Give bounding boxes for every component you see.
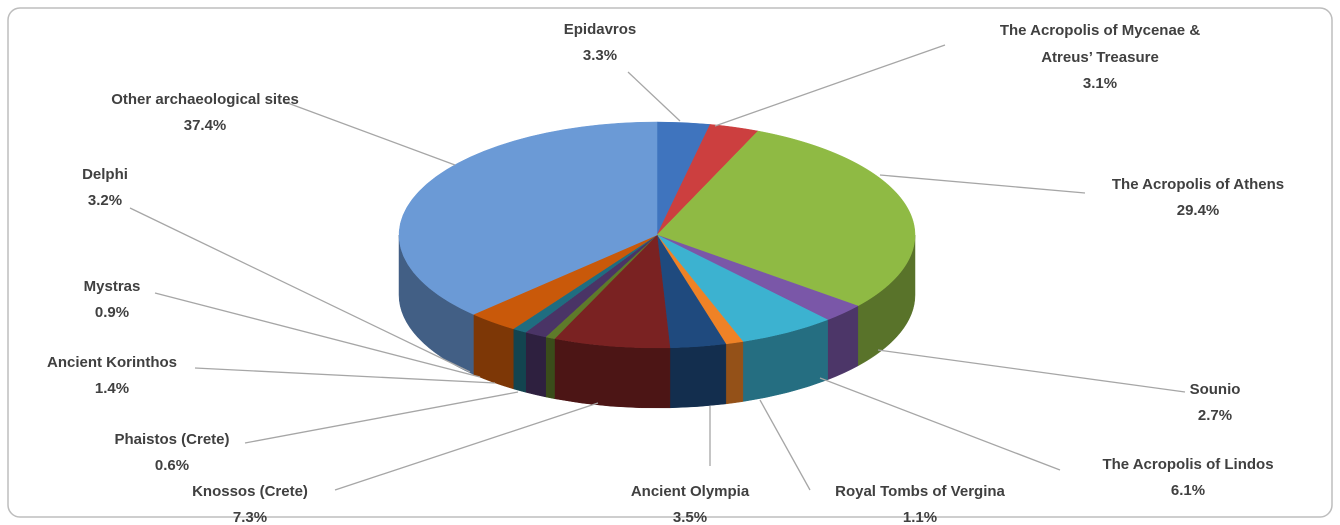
pie-slice <box>656 234 727 409</box>
leader-line <box>819 377 1061 471</box>
leader-line <box>129 207 471 373</box>
leader-line <box>194 367 496 384</box>
category-label: The Acropolis of Lindos <box>1102 456 1274 473</box>
data-label: Royal Tombs of Vergina 1.1% <box>835 479 1005 525</box>
data-label: The Acropolis of Lindos 6.1% <box>1102 452 1273 504</box>
leader-line <box>244 391 519 444</box>
pie-slice <box>656 234 829 402</box>
slice-side <box>669 343 727 409</box>
category-label: Ancient Olympia <box>630 483 750 500</box>
leader-line <box>334 402 599 491</box>
slice-side <box>545 336 555 400</box>
data-label: Ancient Olympia 3.5% <box>631 479 749 525</box>
value-label: 3.2% <box>87 192 123 209</box>
category-label: Phaistos (Crete) <box>114 431 230 448</box>
leader-line <box>877 349 1186 393</box>
value-label: 2.7% <box>1197 407 1233 424</box>
slice-top <box>398 121 658 315</box>
slice-top <box>554 234 671 349</box>
leader-line <box>879 174 1086 194</box>
value-label: 29.4% <box>1176 202 1220 219</box>
data-label: Mystras 0.9% <box>84 274 141 326</box>
data-label: Other archaeological sites 37.4% <box>111 87 299 139</box>
category-label: Other archaeological sites <box>111 91 299 108</box>
data-label: The Acropolis of Athens 29.4% <box>1112 172 1284 224</box>
slice-side <box>725 341 744 405</box>
value-label: 3.5% <box>672 509 708 525</box>
pie-slice <box>472 234 658 390</box>
pie-slice <box>398 121 658 375</box>
data-label: Ancient Korinthos 1.4% <box>47 350 177 402</box>
value-label: 3.3% <box>582 47 618 64</box>
data-label: Delphi 3.2% <box>82 162 128 214</box>
value-label: 3.1% <box>1082 75 1118 92</box>
value-label: 0.9% <box>94 304 130 321</box>
data-label: Sounio 2.7% <box>1190 377 1241 429</box>
category-label: Knossos (Crete) <box>192 483 308 500</box>
leader-line <box>154 292 481 378</box>
category-label: Royal Tombs of Vergina <box>835 483 1005 500</box>
slice-side <box>513 328 526 393</box>
data-label: The Acropolis of Mycenae & Atreus’ Treas… <box>980 17 1220 97</box>
leader-line <box>759 399 811 491</box>
pie-slice <box>554 234 671 409</box>
pie-slice <box>656 234 859 381</box>
value-label: 7.3% <box>232 509 268 525</box>
value-label: 37.4% <box>183 117 227 134</box>
leader-line <box>284 101 456 166</box>
category-label: Ancient Korinthos <box>47 354 177 371</box>
slice-side <box>554 338 671 409</box>
pie-slice <box>545 234 658 400</box>
category-label: The Acropolis of Mycenae & Atreus’ Treas… <box>999 22 1201 66</box>
leader-line <box>714 44 946 127</box>
data-label: Knossos (Crete) 7.3% <box>192 479 308 525</box>
value-label: 1.4% <box>94 380 130 397</box>
value-label: 0.6% <box>154 457 190 474</box>
category-label: Epidavros <box>563 21 637 38</box>
slice-top <box>656 130 916 307</box>
category-label: Delphi <box>82 166 128 183</box>
value-label: 6.1% <box>1170 482 1206 499</box>
category-label: Mystras <box>83 278 141 295</box>
slice-side <box>525 331 546 398</box>
value-label: 1.1% <box>902 509 938 525</box>
data-label: Phaistos (Crete) 0.6% <box>114 427 229 479</box>
category-label: The Acropolis of Athens <box>1111 176 1285 193</box>
leader-line <box>627 71 681 122</box>
data-label: Epidavros 3.3% <box>564 17 637 69</box>
category-label: Sounio <box>1189 381 1241 398</box>
